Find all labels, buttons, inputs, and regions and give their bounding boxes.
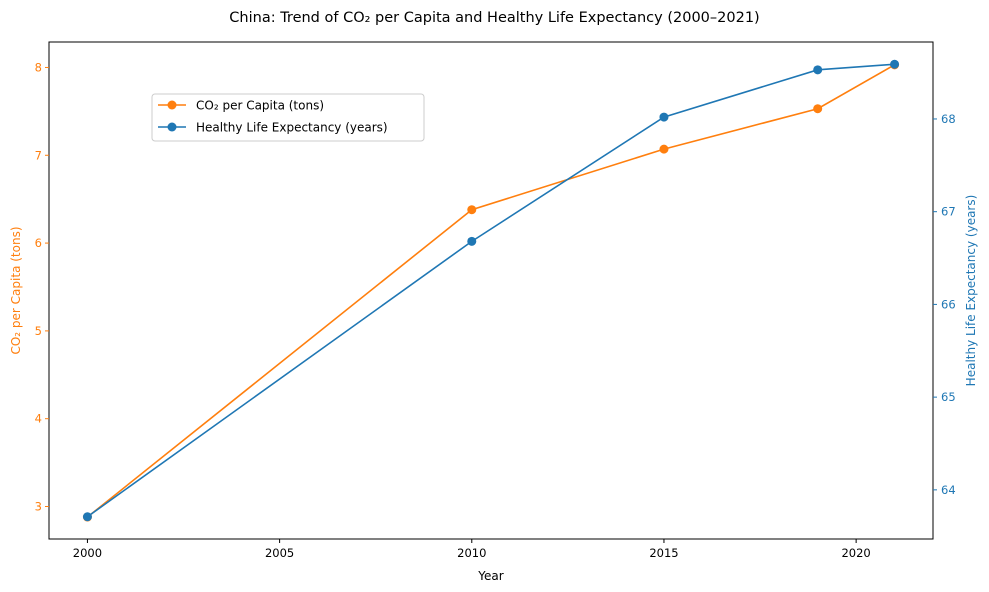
x-tick-label-2: 2010: [457, 546, 486, 560]
left-y-axis-label: CO₂ per Capita (tons): [9, 226, 23, 354]
right-y-axis-label: Healthy Life Expectancy (years): [964, 195, 978, 387]
chart-title: China: Trend of CO₂ per Capita and Healt…: [229, 10, 759, 26]
series-0-point-1: [467, 205, 477, 215]
right-y-tick-label-0: 64: [941, 483, 956, 497]
legend-marker-life-expectancy: [167, 122, 177, 132]
right-y-tick-label-1: 65: [941, 390, 956, 404]
left-y-tick-label-5: 8: [35, 60, 42, 74]
series-1-point-1: [467, 236, 477, 246]
legend-marker-co2: [167, 100, 177, 110]
legend-entry-co2: CO₂ per Capita (tons): [158, 99, 324, 113]
legend-label-life-expectancy: Healthy Life Expectancy (years): [196, 121, 388, 135]
x-tick-label-4: 2020: [841, 546, 870, 560]
right-y-tick-label-4: 68: [941, 112, 956, 126]
x-axis-label: Year: [477, 569, 503, 583]
series-1-point-0: [82, 512, 92, 522]
series-1-point-4: [890, 59, 900, 69]
series-1-point-3: [813, 65, 823, 75]
plot-frame: [48, 41, 934, 540]
x-tick-label-0: 2000: [73, 546, 102, 560]
legend: CO₂ per Capita (tons) Healthy Life Expec…: [151, 93, 425, 142]
left-y-tick-label-2: 5: [35, 324, 42, 338]
right-y-tick-label-2: 66: [941, 297, 956, 311]
legend-label-co2: CO₂ per Capita (tons): [196, 99, 324, 113]
series-1-point-2: [659, 112, 669, 122]
left-y-tick-label-4: 7: [35, 148, 42, 162]
left-y-tick-label-3: 6: [35, 236, 42, 250]
x-tick-label-3: 2015: [649, 546, 678, 560]
series-0-point-3: [813, 104, 823, 114]
right-y-tick-label-3: 67: [941, 205, 956, 219]
left-y-tick-label-0: 3: [35, 500, 42, 514]
legend-entry-life-expectancy: Healthy Life Expectancy (years): [158, 121, 388, 135]
x-tick-label-1: 2005: [265, 546, 294, 560]
legend-box: [151, 93, 425, 142]
series-0-point-2: [659, 144, 669, 154]
left-y-tick-label-1: 4: [35, 412, 42, 426]
